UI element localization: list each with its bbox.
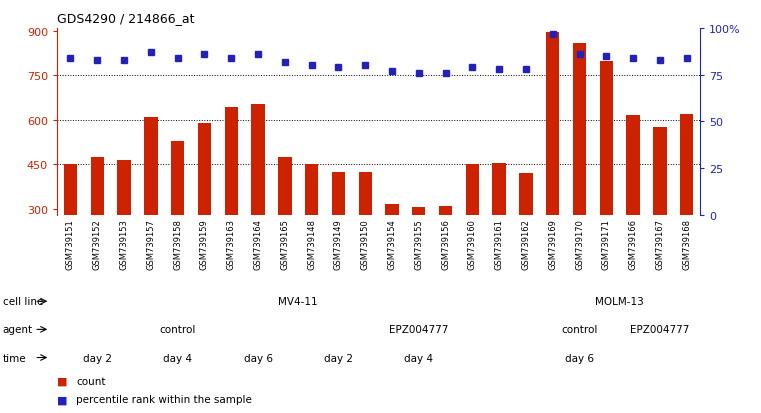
Bar — [680, 115, 693, 215]
Text: GSM739163: GSM739163 — [227, 219, 236, 270]
Text: GSM739149: GSM739149 — [334, 219, 343, 269]
Text: ■: ■ — [57, 376, 68, 386]
Text: day 6: day 6 — [244, 353, 272, 363]
Text: percentile rank within the sample: percentile rank within the sample — [76, 394, 252, 404]
Bar — [519, 174, 533, 215]
Text: ■: ■ — [57, 394, 68, 404]
Text: GSM739151: GSM739151 — [66, 219, 75, 269]
Bar — [573, 44, 586, 215]
Text: GSM739171: GSM739171 — [602, 219, 611, 270]
Text: day 2: day 2 — [324, 353, 353, 363]
Text: GDS4290 / 214866_at: GDS4290 / 214866_at — [57, 12, 195, 25]
Bar — [466, 165, 479, 215]
Text: GSM739148: GSM739148 — [307, 219, 316, 270]
Bar — [626, 116, 640, 215]
Text: GSM739158: GSM739158 — [174, 219, 182, 270]
Bar — [144, 118, 158, 215]
Bar — [412, 208, 425, 215]
Text: GSM739165: GSM739165 — [280, 219, 289, 270]
Bar — [385, 205, 399, 215]
Text: count: count — [76, 376, 106, 386]
Bar — [64, 165, 77, 215]
Bar — [492, 164, 506, 215]
Bar — [653, 128, 667, 215]
Text: day 4: day 4 — [163, 353, 192, 363]
Text: GSM739167: GSM739167 — [655, 219, 664, 270]
Bar — [600, 62, 613, 215]
Bar — [546, 33, 559, 215]
Text: GSM739166: GSM739166 — [629, 219, 638, 270]
Text: day 6: day 6 — [565, 353, 594, 363]
Text: GSM739154: GSM739154 — [387, 219, 396, 269]
Text: MOLM-13: MOLM-13 — [595, 297, 644, 306]
Bar — [332, 172, 345, 215]
Text: agent: agent — [3, 325, 33, 335]
Text: GSM739164: GSM739164 — [253, 219, 263, 270]
Bar — [91, 157, 104, 215]
Text: EPZ004777: EPZ004777 — [389, 325, 448, 335]
Bar — [358, 172, 372, 215]
Text: control: control — [160, 325, 196, 335]
Bar — [171, 141, 184, 215]
Text: cell line: cell line — [3, 297, 43, 306]
Text: EPZ004777: EPZ004777 — [630, 325, 689, 335]
Text: GSM739156: GSM739156 — [441, 219, 450, 270]
Text: GSM739162: GSM739162 — [521, 219, 530, 270]
Bar — [251, 104, 265, 215]
Text: GSM739161: GSM739161 — [495, 219, 504, 270]
Text: GSM739168: GSM739168 — [682, 219, 691, 270]
Text: day 2: day 2 — [83, 353, 112, 363]
Text: GSM739159: GSM739159 — [200, 219, 209, 269]
Bar — [439, 206, 452, 215]
Text: GSM739160: GSM739160 — [468, 219, 477, 270]
Text: GSM739170: GSM739170 — [575, 219, 584, 270]
Text: GSM739152: GSM739152 — [93, 219, 102, 269]
Bar — [117, 161, 131, 215]
Bar — [278, 157, 291, 215]
Text: GSM739157: GSM739157 — [146, 219, 155, 270]
Text: GSM739169: GSM739169 — [548, 219, 557, 270]
Text: time: time — [3, 353, 27, 363]
Text: GSM739155: GSM739155 — [414, 219, 423, 269]
Text: control: control — [562, 325, 597, 335]
Text: day 4: day 4 — [404, 353, 433, 363]
Text: MV4-11: MV4-11 — [279, 297, 318, 306]
Bar — [305, 165, 318, 215]
Bar — [224, 107, 238, 215]
Text: GSM739150: GSM739150 — [361, 219, 370, 269]
Bar — [198, 123, 211, 215]
Text: GSM739153: GSM739153 — [119, 219, 129, 270]
